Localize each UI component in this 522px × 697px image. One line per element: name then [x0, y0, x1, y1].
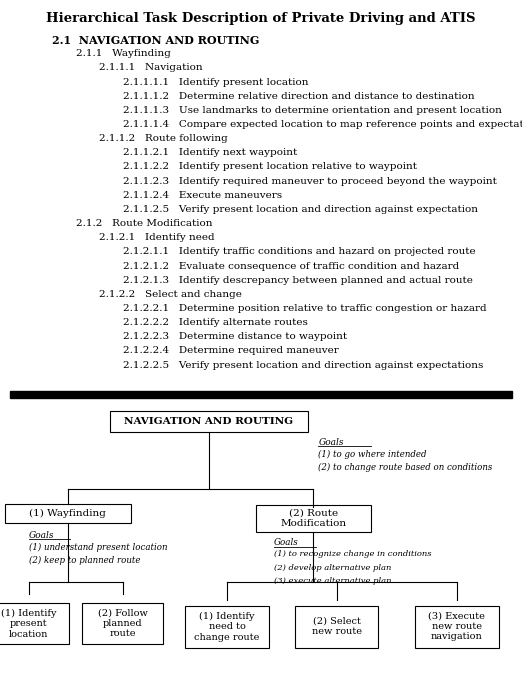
Text: (1) Identify
need to
change route: (1) Identify need to change route [194, 611, 260, 641]
Text: 2.1.2.1.1   Identify traffic conditions and hazard on projected route: 2.1.2.1.1 Identify traffic conditions an… [123, 247, 476, 256]
Text: 2.1.2.1   Identify need: 2.1.2.1 Identify need [99, 233, 215, 243]
Text: 2.1.2   Route Modification: 2.1.2 Route Modification [76, 219, 212, 228]
Text: (2) Route
Modification: (2) Route Modification [280, 509, 346, 528]
Text: 2.1.1.2.3   Identify required maneuver to proceed beyond the waypoint: 2.1.1.2.3 Identify required maneuver to … [123, 176, 496, 185]
FancyBboxPatch shape [256, 505, 371, 533]
Text: 2.1.2.2.1   Determine position relative to traffic congestion or hazard: 2.1.2.2.1 Determine position relative to… [123, 304, 487, 313]
Text: (2) to change route based on conditions: (2) to change route based on conditions [318, 464, 493, 473]
Bar [10, 391, 512, 398]
Text: 2.1.2.2.5   Verify present location and direction against expectations: 2.1.2.2.5 Verify present location and di… [123, 360, 483, 369]
Text: 2.1.1.2   Route following: 2.1.1.2 Route following [99, 134, 228, 143]
Text: Goals: Goals [318, 438, 344, 447]
Text: (2) Follow
planned
route: (2) Follow planned route [98, 608, 148, 638]
Text: (3) Execute
new route
navigation: (3) Execute new route navigation [429, 612, 485, 641]
FancyBboxPatch shape [110, 411, 308, 431]
Text: 2.1.1.2.1   Identify next waypoint: 2.1.1.2.1 Identify next waypoint [123, 148, 297, 158]
Text: 2.1.1.1.2   Determine relative direction and distance to destination: 2.1.1.1.2 Determine relative direction a… [123, 92, 474, 101]
Text: 2.1.2.1.2   Evaluate consequence of traffic condition and hazard: 2.1.2.1.2 Evaluate consequence of traffi… [123, 261, 459, 270]
Text: 2.1.1.2.2   Identify present location relative to waypoint: 2.1.1.2.2 Identify present location rela… [123, 162, 417, 171]
Text: 2.1.2.2.3   Determine distance to waypoint: 2.1.2.2.3 Determine distance to waypoint [123, 332, 347, 342]
Text: (1) Identify
present
location: (1) Identify present location [1, 608, 56, 638]
Text: Goals: Goals [274, 538, 299, 547]
Text: (2) keep to planned route: (2) keep to planned route [29, 556, 140, 565]
Text: (1) understand present location: (1) understand present location [29, 543, 167, 552]
Text: 2.1.1   Wayfinding: 2.1.1 Wayfinding [76, 49, 171, 59]
Text: 2.1.1.1.3   Use landmarks to determine orientation and present location: 2.1.1.1.3 Use landmarks to determine ori… [123, 106, 502, 115]
Text: 2.1.2.2   Select and change: 2.1.2.2 Select and change [99, 290, 242, 299]
FancyBboxPatch shape [415, 606, 499, 648]
Text: (1) Wayfinding: (1) Wayfinding [29, 509, 106, 518]
Text: 2.1.2.2.2   Identify alternate routes: 2.1.2.2.2 Identify alternate routes [123, 318, 307, 327]
Text: 2.1.2.1.3   Identify descrepancy between planned and actual route: 2.1.2.1.3 Identify descrepancy between p… [123, 275, 472, 284]
FancyBboxPatch shape [0, 604, 69, 644]
Text: 2.1.1.1   Navigation: 2.1.1.1 Navigation [99, 63, 203, 72]
FancyBboxPatch shape [82, 604, 163, 644]
Text: (2) Select
new route: (2) Select new route [312, 617, 362, 636]
FancyBboxPatch shape [295, 606, 378, 648]
Text: (1) to recognize change in conditions: (1) to recognize change in conditions [274, 550, 432, 558]
FancyBboxPatch shape [185, 606, 269, 648]
Text: Hierarchical Task Description of Private Driving and ATIS: Hierarchical Task Description of Private… [46, 12, 476, 24]
Text: 2.1.1.2.4   Execute maneuvers: 2.1.1.2.4 Execute maneuvers [123, 191, 282, 200]
Text: 2.1.1.1.1   Identify present location: 2.1.1.1.1 Identify present location [123, 77, 308, 86]
Text: Goals: Goals [29, 530, 54, 539]
Text: 2.1.2.2.4   Determine required maneuver: 2.1.2.2.4 Determine required maneuver [123, 346, 338, 355]
Text: (1) to go where intended: (1) to go where intended [318, 450, 427, 459]
Text: (2) develop alternative plan: (2) develop alternative plan [274, 564, 392, 572]
Text: 2.1.1.2.5   Verify present location and direction against expectation: 2.1.1.2.5 Verify present location and di… [123, 205, 478, 214]
Text: 2.1  NAVIGATION AND ROUTING: 2.1 NAVIGATION AND ROUTING [52, 35, 259, 46]
FancyBboxPatch shape [5, 504, 130, 523]
Text: 2.1.1.1.4   Compare expected location to map reference points and expectations: 2.1.1.1.4 Compare expected location to m… [123, 120, 522, 129]
Text: NAVIGATION AND ROUTING: NAVIGATION AND ROUTING [124, 417, 293, 426]
Text: (3) execute alternative plan: (3) execute alternative plan [274, 577, 392, 585]
